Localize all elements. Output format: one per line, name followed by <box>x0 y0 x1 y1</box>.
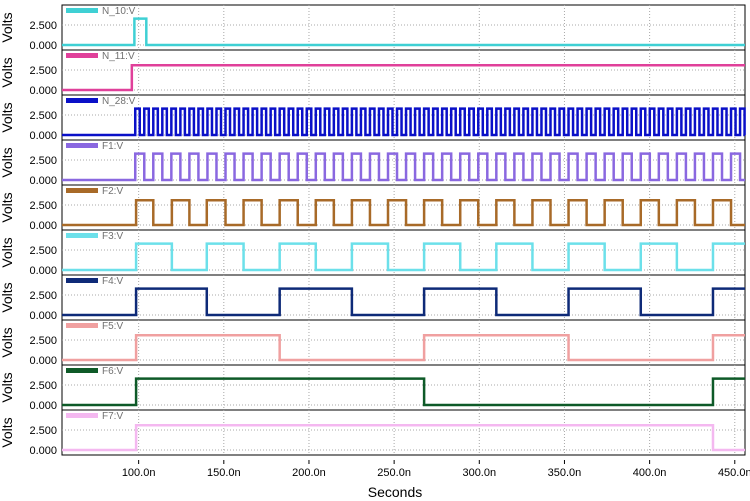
y-tick-label: 2.500 <box>29 20 57 32</box>
legend-swatch <box>66 8 98 13</box>
x-tick-label: 350.0n <box>548 467 582 479</box>
waveform-line <box>62 152 745 182</box>
x-axis: 100.0n 150.0n 200.0n 250.0n 300.0n 350.0n 400.… <box>122 460 750 479</box>
x-tick-label: 450.0n <box>718 467 750 479</box>
y-tick-label: 2.500 <box>29 110 57 122</box>
signal-panel: Volts 2.500 0.000 F3:V <box>0 229 746 277</box>
x-tick-label: 100.0n <box>122 467 156 479</box>
panel-frame <box>61 409 746 456</box>
x-tick-label: 400.0n <box>633 467 667 479</box>
y-axis-label: Volts <box>0 102 15 132</box>
series-name: N_10:V <box>102 6 136 17</box>
series-name: F1:V <box>102 141 123 152</box>
y-tick-label: 0.000 <box>29 40 57 52</box>
y-tick-label: 0.000 <box>29 400 57 412</box>
series-name: F2:V <box>102 186 123 197</box>
x-tick-label: 150.0n <box>207 467 241 479</box>
y-tick-label: 0.000 <box>29 355 57 367</box>
signal-panels: Volts 2.500 0.000 N_10:V Volts 2.500 0.000 N_11… <box>0 4 746 457</box>
series-name: N_11:V <box>102 51 135 62</box>
legend-swatch <box>66 53 98 58</box>
waveform-line <box>62 198 745 227</box>
y-tick-label: 0.000 <box>29 175 57 187</box>
y-axis-label: Volts <box>0 372 15 402</box>
y-axis-label: Volts <box>0 147 15 177</box>
y-tick-label: 2.500 <box>29 245 57 257</box>
waveform-line <box>62 107 746 137</box>
legend-swatch <box>66 278 98 283</box>
x-tick-label: 250.0n <box>377 467 411 479</box>
y-axis-label: Volts <box>0 282 15 312</box>
y-tick-label: 0.000 <box>29 310 57 322</box>
y-tick-label: 0.000 <box>29 445 57 457</box>
y-axis-label: Volts <box>0 12 15 42</box>
waveform-line <box>62 377 745 407</box>
y-tick-label: 2.500 <box>29 290 57 302</box>
y-axis-label: Volts <box>0 237 15 267</box>
legend-swatch <box>66 323 98 328</box>
x-tick-label: 200.0n <box>292 467 326 479</box>
series-name: F3:V <box>102 231 123 242</box>
series-name: F6:V <box>102 366 123 377</box>
legend-swatch <box>66 188 98 193</box>
legend-swatch <box>66 413 98 418</box>
y-tick-label: 2.500 <box>29 155 57 167</box>
legend-swatch <box>66 143 98 148</box>
y-tick-label: 0.000 <box>29 265 57 277</box>
y-axis-label: Volts <box>0 417 15 447</box>
waveform-line <box>62 242 745 272</box>
y-tick-label: 0.000 <box>29 85 57 97</box>
y-tick-label: 2.500 <box>29 65 57 77</box>
legend-swatch <box>66 98 98 103</box>
legend-swatch <box>66 368 98 373</box>
y-axis-label: Volts <box>0 192 15 222</box>
waveform-line <box>62 63 745 92</box>
waveform-line <box>62 17 745 47</box>
y-axis-label: Volts <box>0 327 15 357</box>
signal-panel: Volts 2.500 0.000 N_11:V <box>0 49 746 97</box>
signal-panel: Volts 2.500 0.000 F2:V <box>0 184 746 232</box>
y-tick-label: 2.500 <box>29 335 57 347</box>
x-tick-label: 300.0n <box>462 467 496 479</box>
series-name: N_28:V <box>102 96 136 107</box>
series-name: F5:V <box>102 321 123 332</box>
waveform-line <box>62 287 745 317</box>
waveform-line <box>62 333 745 362</box>
legend-swatch <box>66 233 98 238</box>
series-name: F7:V <box>102 411 123 422</box>
y-tick-label: 2.500 <box>29 425 57 437</box>
y-tick-label: 2.500 <box>29 200 57 212</box>
y-tick-label: 0.000 <box>29 220 57 232</box>
signal-panel: Volts 2.500 0.000 F1:V <box>0 139 746 187</box>
y-tick-label: 0.000 <box>29 130 57 142</box>
y-tick-label: 2.500 <box>29 380 57 392</box>
signal-panel: Volts 2.500 0.000 F7:V <box>0 409 746 457</box>
series-name: F4:V <box>102 276 123 287</box>
y-axis-label: Volts <box>0 57 15 87</box>
waveform-line <box>62 423 745 452</box>
x-axis-label: Seconds <box>368 484 422 500</box>
